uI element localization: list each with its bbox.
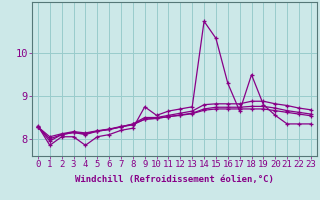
X-axis label: Windchill (Refroidissement éolien,°C): Windchill (Refroidissement éolien,°C) — [75, 175, 274, 184]
